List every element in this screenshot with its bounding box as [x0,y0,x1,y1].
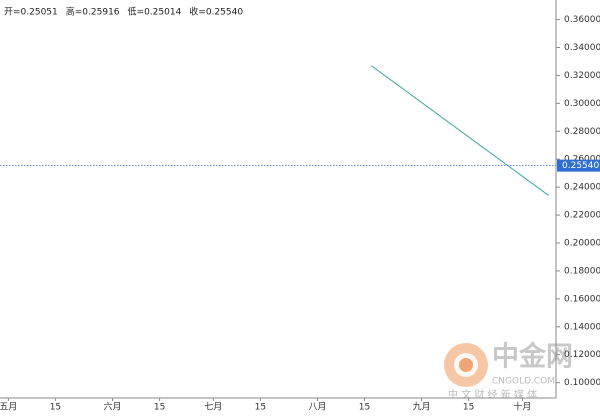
y-tick-label: 0.24000 [564,183,600,193]
x-tick-label: 15 [359,403,370,413]
y-tick-label: 0.32000 [564,71,600,81]
x-tick-label: 15 [154,403,165,413]
y-tick-label: 0.34000 [564,43,600,53]
watermark-logo [459,358,473,372]
last-price-label: 0.25540 [562,161,599,171]
y-tick-label: 0.14000 [564,322,600,332]
watermark-site: CNGOLD.COM [492,377,555,387]
x-tick-label: 八月 [308,402,326,413]
y-tick-label: 0.20000 [564,238,600,248]
x-tick-label: 七月 [204,402,222,413]
x-tick-label: 五月 [0,402,17,413]
y-tick-label: 0.16000 [564,294,600,304]
ohlc-value: 低=0.25014 [128,6,182,18]
x-tick-label: 十月 [513,401,531,413]
trendline [370,65,549,196]
y-tick-label: 0.10000 [564,378,600,388]
x-tick-label: 九月 [413,402,431,413]
ohlc-value: 开=0.25051 [4,7,58,18]
x-tick-label: 15 [255,403,266,413]
x-tick-label: 六月 [104,401,122,413]
y-tick-label: 0.22000 [564,211,600,221]
y-tick-label: 0.28000 [564,127,600,137]
x-tick-label: 15 [50,403,61,413]
ohlc-value: 收=0.25540 [189,6,243,18]
ohlc-header: 开=0.25051 高=0.25916 低=0.25014 收=0.25540 [0,3,243,19]
watermark-name: 中金网 [492,341,573,373]
x-tick-label: 15 [463,403,474,413]
last-price-tag [557,159,600,172]
y-tick-label: 0.18000 [564,266,600,276]
header-background [0,3,215,19]
ohlc-value: 高=0.25916 [66,6,120,18]
watermark-slogan: 中 文 财 经 新 媒 体 [448,388,537,401]
y-tick-label: 0.36000 [564,15,600,25]
y-tick-label: 0.30000 [564,99,600,109]
y-tick-label: 0.12000 [564,350,600,360]
